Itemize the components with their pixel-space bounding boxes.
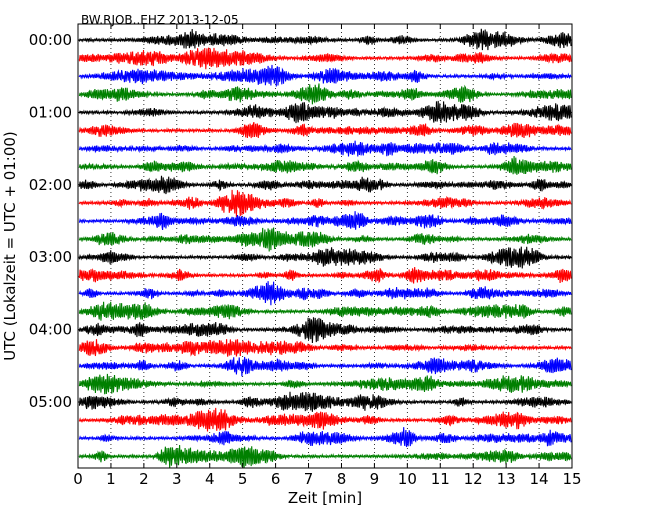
trace-21 (78, 407, 572, 432)
trace-16 (78, 317, 572, 344)
trace-9 (78, 189, 572, 217)
x-tick-label-11: 11 (431, 470, 450, 488)
x-tick-label-4: 4 (205, 470, 215, 488)
trace-19 (78, 373, 572, 395)
x-tick-label-0: 0 (73, 470, 83, 488)
trace-20 (78, 391, 572, 412)
x-tick-label-8: 8 (337, 470, 347, 488)
seismic-traces (78, 28, 572, 469)
trace-6 (78, 140, 572, 157)
trace-15 (78, 301, 572, 321)
y-tick-label-3: 03:00 (29, 248, 72, 266)
trace-23 (78, 445, 572, 469)
trace-17 (78, 339, 572, 357)
x-axis-title: Zeit [min] (288, 489, 362, 507)
trace-12 (78, 246, 572, 269)
x-tick-label-6: 6 (271, 470, 281, 488)
chart-title: BW.RJOB..EHZ 2013-12-05 (81, 13, 239, 27)
y-axis-title: UTC (Lokalzeit = UTC + 01:00) (1, 131, 19, 361)
trace-7 (78, 156, 572, 175)
x-tick-label-3: 3 (172, 470, 182, 488)
x-tick-label-2: 2 (139, 470, 149, 488)
x-tick-label-1: 1 (106, 470, 116, 488)
x-tick-label-15: 15 (562, 470, 581, 488)
x-tick-label-13: 13 (497, 470, 516, 488)
x-tick-label-14: 14 (530, 470, 549, 488)
trace-0 (78, 28, 572, 51)
x-tick-label-10: 10 (398, 470, 417, 488)
trace-18 (78, 356, 572, 377)
y-tick-label-1: 01:00 (29, 103, 72, 121)
plot-frame (77, 23, 573, 469)
trace-13 (78, 267, 572, 284)
trace-10 (78, 211, 572, 231)
trace-8 (78, 175, 572, 195)
trace-5 (78, 122, 572, 139)
y-tick-label-2: 02:00 (29, 176, 72, 194)
trace-14 (78, 281, 572, 306)
y-tick-label-4: 04:00 (29, 321, 72, 339)
trace-1 (78, 47, 572, 70)
y-axis: 00:00 01:00 02:00 03:00 04:00 05:00 (29, 31, 572, 411)
x-tick-label-12: 12 (464, 470, 483, 488)
x-axis: 0 1 2 3 4 5 6 7 8 9 10 11 12 13 14 15 (73, 24, 582, 488)
trace-22 (78, 427, 572, 448)
y-tick-label-0: 00:00 (29, 31, 72, 49)
trace-4 (78, 100, 572, 124)
x-tick-label-5: 5 (238, 470, 248, 488)
y-tick-label-5: 05:00 (29, 393, 72, 411)
x-tick-label-7: 7 (304, 470, 314, 488)
trace-2 (78, 64, 572, 87)
trace-3 (78, 83, 572, 105)
x-tick-label-9: 9 (370, 470, 380, 488)
trace-11 (78, 227, 572, 252)
